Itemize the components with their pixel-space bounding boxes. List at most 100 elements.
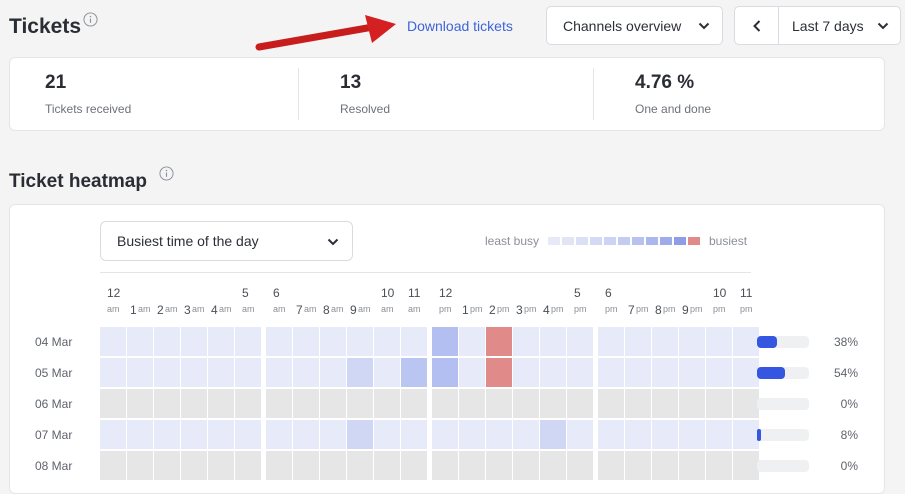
heatmap-cell[interactable] (706, 389, 732, 418)
heatmap-cell[interactable] (598, 451, 624, 480)
heatmap-cell[interactable] (432, 327, 458, 356)
heatmap-cell[interactable] (320, 389, 346, 418)
heatmap-cell[interactable] (432, 358, 458, 387)
heatmap-cell[interactable] (127, 451, 153, 480)
heatmap-cell[interactable] (293, 327, 319, 356)
heatmap-cell[interactable] (401, 420, 427, 449)
heatmap-cell[interactable] (567, 389, 593, 418)
heatmap-cell[interactable] (293, 451, 319, 480)
heatmap-cell[interactable] (208, 451, 234, 480)
heatmap-cell[interactable] (347, 389, 373, 418)
heatmap-cell[interactable] (181, 389, 207, 418)
heatmap-cell[interactable] (347, 327, 373, 356)
previous-period-button[interactable] (735, 7, 779, 44)
heatmap-cell[interactable] (235, 327, 261, 356)
heatmap-cell[interactable] (598, 420, 624, 449)
heatmap-cell[interactable] (706, 420, 732, 449)
heatmap-cell[interactable] (598, 389, 624, 418)
heatmap-cell[interactable] (567, 420, 593, 449)
heatmap-cell[interactable] (293, 420, 319, 449)
heatmap-cell[interactable] (652, 451, 678, 480)
heatmap-cell[interactable] (347, 420, 373, 449)
heatmap-cell[interactable] (459, 451, 485, 480)
heatmap-cell[interactable] (266, 389, 292, 418)
heatmap-cell[interactable] (706, 451, 732, 480)
heatmap-cell[interactable] (154, 327, 180, 356)
heatmap-cell[interactable] (540, 358, 566, 387)
heatmap-cell[interactable] (235, 389, 261, 418)
heatmap-cell[interactable] (625, 327, 651, 356)
heatmap-cell[interactable] (235, 420, 261, 449)
heatmap-cell[interactable] (459, 327, 485, 356)
heatmap-cell[interactable] (266, 420, 292, 449)
heatmap-cell[interactable] (208, 389, 234, 418)
heatmap-cell[interactable] (100, 389, 126, 418)
heatmap-cell[interactable] (374, 420, 400, 449)
heatmap-cell[interactable] (374, 358, 400, 387)
heatmap-cell[interactable] (567, 358, 593, 387)
heatmap-cell[interactable] (625, 358, 651, 387)
heatmap-cell[interactable] (679, 327, 705, 356)
heatmap-cell[interactable] (679, 420, 705, 449)
heatmap-cell[interactable] (401, 389, 427, 418)
heatmap-cell[interactable] (706, 327, 732, 356)
heatmap-cell[interactable] (598, 327, 624, 356)
heatmap-cell[interactable] (513, 358, 539, 387)
heatmap-cell[interactable] (154, 358, 180, 387)
heatmap-cell[interactable] (459, 358, 485, 387)
heatmap-cell[interactable] (127, 389, 153, 418)
heatmap-cell[interactable] (100, 420, 126, 449)
heatmap-cell[interactable] (679, 358, 705, 387)
channels-overview-dropdown[interactable]: Channels overview (546, 6, 723, 45)
heatmap-cell[interactable] (486, 389, 512, 418)
heatmap-cell[interactable] (459, 420, 485, 449)
heatmap-cell[interactable] (320, 451, 346, 480)
date-range-dropdown[interactable]: Last 7 days (778, 7, 901, 44)
heatmap-cell[interactable] (513, 389, 539, 418)
heatmap-cell[interactable] (208, 327, 234, 356)
heatmap-cell[interactable] (598, 358, 624, 387)
heatmap-cell[interactable] (235, 358, 261, 387)
info-icon[interactable] (159, 166, 174, 181)
heatmap-cell[interactable] (374, 327, 400, 356)
heatmap-cell[interactable] (154, 420, 180, 449)
heatmap-cell[interactable] (486, 420, 512, 449)
heatmap-cell[interactable] (208, 420, 234, 449)
heatmap-cell[interactable] (486, 358, 512, 387)
heatmap-cell[interactable] (706, 358, 732, 387)
heatmap-cell[interactable] (679, 389, 705, 418)
heatmap-cell[interactable] (154, 389, 180, 418)
heatmap-cell[interactable] (100, 358, 126, 387)
heatmap-cell[interactable] (100, 327, 126, 356)
heatmap-cell[interactable] (181, 327, 207, 356)
heatmap-cell[interactable] (625, 420, 651, 449)
heatmap-cell[interactable] (733, 358, 759, 387)
heatmap-cell[interactable] (374, 389, 400, 418)
heatmap-cell[interactable] (432, 389, 458, 418)
heatmap-cell[interactable] (486, 327, 512, 356)
heatmap-cell[interactable] (432, 420, 458, 449)
heatmap-cell[interactable] (625, 389, 651, 418)
heatmap-cell[interactable] (127, 327, 153, 356)
heatmap-cell[interactable] (401, 358, 427, 387)
heatmap-cell[interactable] (266, 451, 292, 480)
heatmap-cell[interactable] (320, 327, 346, 356)
heatmap-cell[interactable] (459, 389, 485, 418)
heatmap-cell[interactable] (652, 358, 678, 387)
heatmap-cell[interactable] (432, 451, 458, 480)
heatmap-cell[interactable] (567, 327, 593, 356)
heatmap-cell[interactable] (513, 451, 539, 480)
heatmap-cell[interactable] (266, 358, 292, 387)
heatmap-cell[interactable] (181, 451, 207, 480)
heatmap-cell[interactable] (320, 358, 346, 387)
heatmap-cell[interactable] (540, 389, 566, 418)
heatmap-cell[interactable] (320, 420, 346, 449)
heatmap-cell[interactable] (347, 358, 373, 387)
info-icon[interactable] (83, 12, 98, 27)
heatmap-cell[interactable] (652, 389, 678, 418)
heatmap-cell[interactable] (293, 358, 319, 387)
heatmap-cell[interactable] (154, 451, 180, 480)
heatmap-cell[interactable] (513, 327, 539, 356)
heatmap-cell[interactable] (733, 451, 759, 480)
heatmap-cell[interactable] (401, 451, 427, 480)
